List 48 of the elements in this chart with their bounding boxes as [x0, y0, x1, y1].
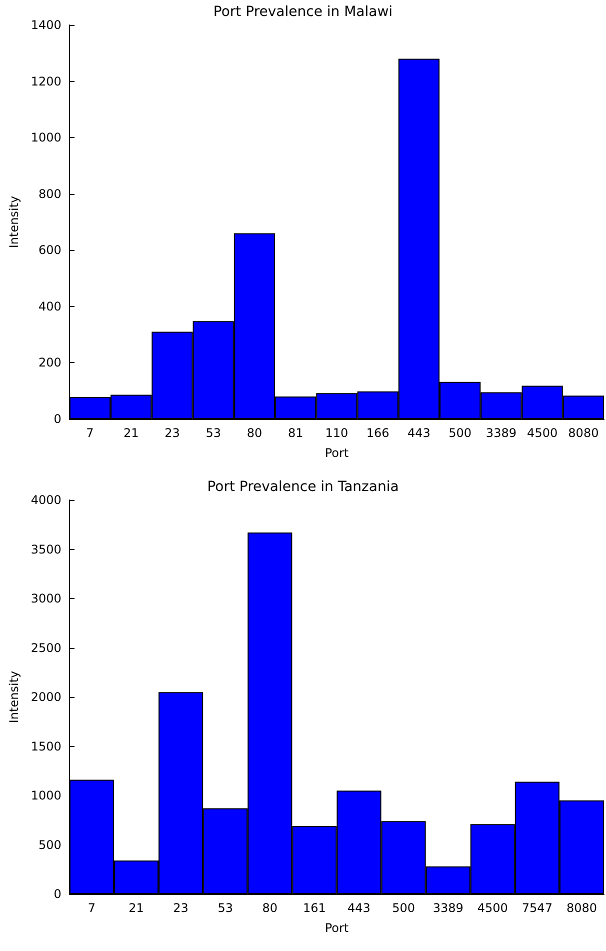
- x-tick-label: 4500: [477, 901, 508, 915]
- y-tick-label: 3500: [30, 542, 62, 556]
- x-tick-label: 23: [164, 426, 180, 440]
- x-tick-label: 8080: [566, 901, 597, 915]
- x-tick-label: 110: [325, 426, 348, 440]
- x-tick-label: 21: [123, 426, 139, 440]
- x-tick-label: 500: [448, 426, 472, 440]
- x-tick-label: 80: [246, 426, 262, 440]
- y-tick-label: 2000: [30, 690, 62, 704]
- x-tick-label: 3389: [432, 901, 464, 915]
- y-tick-label: 0: [54, 887, 62, 901]
- x-tick-label: 21: [128, 901, 144, 915]
- y-axis-title: Intensity: [7, 670, 21, 724]
- y-tick-label: 2500: [30, 640, 62, 655]
- y-tick-label: 200: [38, 356, 62, 370]
- y-axis-title: Intensity: [7, 196, 21, 248]
- y-tick-label: 400: [38, 299, 62, 314]
- x-tick-label: 7: [88, 901, 96, 915]
- x-tick-label: 7: [86, 426, 94, 440]
- x-axis-title: Port: [324, 446, 349, 460]
- x-tick-label: 8080: [568, 426, 599, 440]
- x-tick-label: 81: [288, 426, 304, 440]
- x-tick-label: 80: [262, 901, 278, 915]
- y-tick-label: 800: [38, 186, 62, 201]
- y-tick-label: 500: [38, 838, 62, 852]
- chart-title: Port Prevalence in Malawi: [213, 4, 393, 20]
- x-tick-label: 7547: [522, 901, 552, 915]
- y-tick-label: 1200: [30, 74, 62, 88]
- y-tick-label: 1000: [30, 788, 62, 802]
- x-axis-title: Port: [324, 921, 349, 935]
- x-tick-label: 166: [366, 426, 390, 440]
- x-tick-label: 161: [302, 901, 326, 915]
- y-tick-label: 0: [54, 412, 62, 426]
- y-tick-label: 1500: [30, 739, 62, 754]
- x-tick-label: 53: [218, 901, 233, 915]
- y-tick-label: 3000: [30, 592, 62, 606]
- x-tick-label: 3389: [486, 426, 516, 440]
- x-tick-label: 23: [173, 901, 188, 915]
- x-tick-label: 443: [408, 426, 430, 440]
- x-tick-label: 443: [348, 901, 370, 915]
- y-tick-label: 600: [38, 243, 62, 258]
- x-tick-label: 500: [392, 901, 415, 915]
- y-tick-label: 1000: [30, 130, 62, 145]
- chart-title: Port Prevalence in Tanzania: [207, 479, 399, 495]
- y-tick-label: 1400: [30, 18, 62, 32]
- x-tick-label: 4500: [527, 426, 558, 440]
- x-tick-label: 53: [206, 426, 221, 440]
- y-tick-label: 4000: [30, 493, 62, 507]
